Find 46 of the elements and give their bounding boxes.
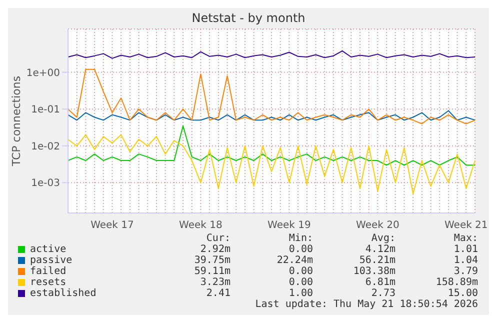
text: 1.00: [288, 288, 313, 299]
text: 15.00: [446, 288, 478, 299]
text: 3.23m: [199, 277, 230, 288]
text: 0.00: [288, 266, 313, 277]
line-series: [68, 134, 476, 194]
text: 0.00: [288, 244, 313, 255]
line-series: [68, 125, 476, 166]
x-tick-label: Week 18: [179, 220, 222, 232]
x-tick-label: Week 21: [444, 220, 488, 232]
legend-label: failed: [29, 266, 68, 277]
text: 1.04: [452, 255, 478, 266]
y-axis-title: TCP connections: [10, 76, 23, 168]
y-tick-label: 1e+00: [26, 68, 60, 79]
text: 59.11m: [193, 266, 230, 277]
legend-label: passive: [29, 255, 74, 266]
y-tick-label: 1e-03: [31, 178, 60, 190]
text: 39.75m: [193, 255, 230, 266]
text: Last update: Thu May 21 18:50:54 2026: [254, 299, 478, 310]
text: 2.73: [370, 288, 396, 299]
text: 2.92m: [199, 244, 230, 255]
legend-label: resets: [29, 277, 68, 288]
line-series: [68, 110, 476, 121]
legend-label: active: [29, 244, 68, 255]
text: 2.41: [205, 288, 230, 299]
text: 4.12m: [364, 244, 396, 255]
text: 103.38m: [352, 266, 396, 277]
x-tick-label: Week 20: [356, 220, 400, 232]
text: 0.00: [288, 277, 313, 288]
text: 1.01: [452, 244, 478, 255]
text: 22.24m: [276, 255, 313, 266]
text: 6.81m: [364, 277, 396, 288]
y-tick-label: 1e-02: [31, 141, 60, 152]
text: 56.21m: [358, 255, 396, 266]
text: Avg:: [370, 233, 396, 244]
y-tick-label: 1e-01: [31, 104, 60, 116]
text: 158.89m: [434, 277, 478, 288]
legend-label: established: [29, 288, 98, 299]
text: Cur:: [205, 233, 230, 244]
chart-title: Netstat - by month: [190, 10, 306, 25]
text: 3.79: [452, 266, 478, 277]
text: Max:: [452, 233, 478, 244]
text: Min:: [288, 233, 313, 244]
x-tick-label: Week 17: [90, 220, 134, 232]
x-tick-label: Week 19: [268, 220, 311, 232]
line-series: [68, 68, 476, 124]
line-series: [68, 50, 476, 59]
